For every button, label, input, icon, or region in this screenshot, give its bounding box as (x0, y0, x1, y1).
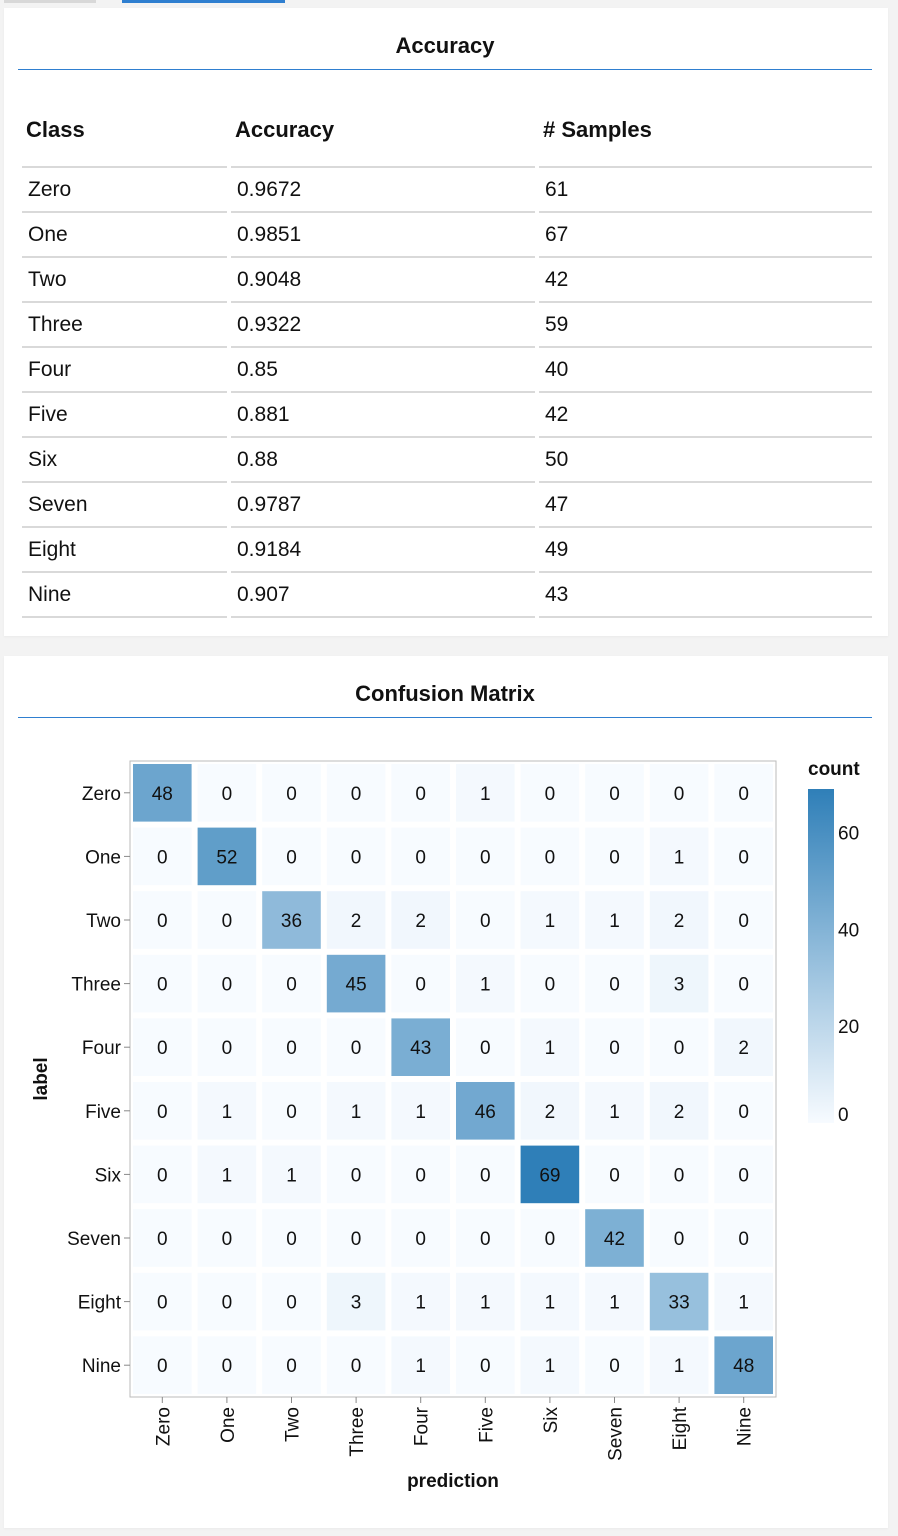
row-accuracy-cell: 0.9787 (231, 483, 535, 528)
table-row: Four 0.85 40 (22, 348, 872, 393)
row-accuracy-cell: 0.9048 (231, 258, 535, 303)
row-accuracy-cell: 0.9322 (231, 303, 535, 348)
row-samples-cell: 59 (539, 303, 872, 348)
row-class-cell: Seven (22, 483, 227, 528)
table-row: Six 0.88 50 (22, 438, 872, 483)
table-row: Seven 0.9787 47 (22, 483, 872, 528)
row-samples-cell: 61 (539, 168, 872, 213)
row-accuracy-cell: 0.85 (231, 348, 535, 393)
row-accuracy-cell: 0.88 (231, 438, 535, 483)
table-row: One 0.9851 67 (22, 213, 872, 258)
row-class-cell: Zero (22, 168, 227, 213)
table-row: Zero 0.9672 61 (22, 168, 872, 213)
column-header-samples: # Samples (539, 94, 872, 168)
row-accuracy-cell: 0.9672 (231, 168, 535, 213)
table-row: Two 0.9048 42 (22, 258, 872, 303)
accuracy-table-header: Class Accuracy # Samples (22, 94, 872, 168)
row-class-cell: Nine (22, 573, 227, 618)
row-accuracy-cell: 0.9851 (231, 213, 535, 258)
column-header-accuracy: Accuracy (231, 94, 535, 168)
table-row: Three 0.9322 59 (22, 303, 872, 348)
row-class-cell: Four (22, 348, 227, 393)
row-samples-cell: 40 (539, 348, 872, 393)
confusion-title: Confusion Matrix (355, 681, 535, 706)
row-samples-cell: 67 (539, 213, 872, 258)
tab-indicator-inactive (4, 0, 96, 3)
row-samples-cell: 47 (539, 483, 872, 528)
confusion-card: Confusion Matrix (4, 656, 888, 1528)
row-class-cell: Six (22, 438, 227, 483)
row-accuracy-cell: 0.9184 (231, 528, 535, 573)
accuracy-card: Accuracy Class Accuracy # Samples Zero 0.… (4, 8, 888, 636)
table-row: Eight 0.9184 49 (22, 528, 872, 573)
row-samples-cell: 43 (539, 573, 872, 618)
confusion-title-rule (18, 717, 872, 718)
row-accuracy-cell: 0.907 (231, 573, 535, 618)
accuracy-title: Accuracy (395, 33, 495, 58)
row-samples-cell: 49 (539, 528, 872, 573)
accuracy-title-rule (18, 69, 872, 70)
row-class-cell: One (22, 213, 227, 258)
row-samples-cell: 50 (539, 438, 872, 483)
row-class-cell: Three (22, 303, 227, 348)
row-class-cell: Two (22, 258, 227, 303)
table-row: Nine 0.907 43 (22, 573, 872, 618)
row-samples-cell: 42 (539, 258, 872, 303)
accuracy-table: Class Accuracy # Samples Zero 0.9672 61 One… (18, 94, 876, 618)
tab-indicator-active (122, 0, 285, 3)
column-header-class: Class (22, 94, 227, 168)
row-class-cell: Five (22, 393, 227, 438)
row-samples-cell: 42 (539, 393, 872, 438)
row-accuracy-cell: 0.881 (231, 393, 535, 438)
table-row: Five 0.881 42 (22, 393, 872, 438)
row-class-cell: Eight (22, 528, 227, 573)
